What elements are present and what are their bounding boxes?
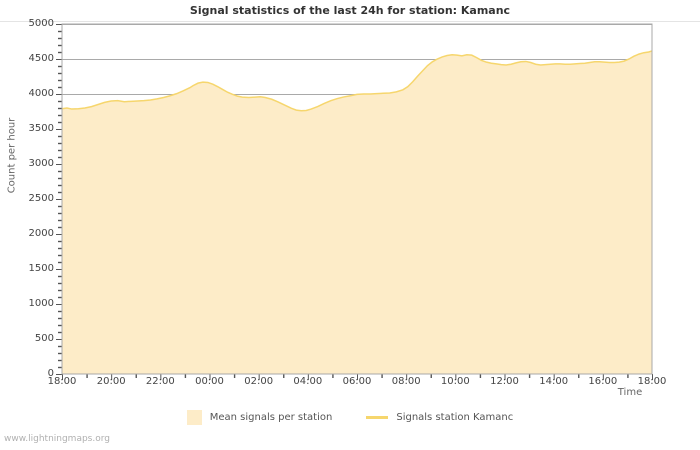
y-tick-label: 0	[47, 368, 54, 379]
x-tick-label: 02:00	[244, 376, 274, 387]
x-tick-label: 08:00	[391, 376, 421, 387]
y-tick-label: 1000	[28, 298, 54, 309]
x-tick-label: 22:00	[145, 376, 175, 387]
y-tick-label: 5000	[28, 18, 54, 29]
y-tick-label: 3500	[28, 123, 54, 134]
y-tick-label: 3000	[28, 158, 54, 169]
x-tick-label: 12:00	[490, 376, 519, 387]
line-swatch-icon	[366, 416, 389, 419]
title-divider	[0, 21, 700, 22]
y-tick-label: 2500	[28, 193, 54, 204]
legend-item-station-signals[interactable]: Signals station Kamanc	[366, 412, 513, 423]
x-tick-label: 14:00	[539, 376, 569, 387]
x-tick-label: 18:00	[47, 376, 77, 387]
y-tick-label: 4500	[28, 53, 54, 64]
x-axis-ticks	[62, 374, 653, 380]
x-tick-label: 06:00	[342, 376, 372, 387]
site-watermark: www.lightningmaps.org	[4, 434, 110, 444]
x-tick-label: 20:00	[96, 376, 126, 387]
chart-legend: Mean signals per station Signals station…	[0, 410, 700, 425]
x-tick-label: 04:00	[293, 376, 323, 387]
signals-area-fill	[62, 50, 652, 374]
minor-ticks	[58, 30, 62, 369]
legend-label-mean-signals: Mean signals per station	[209, 412, 333, 423]
x-tick-label: 16:00	[588, 376, 618, 387]
y-tick-label: 1500	[28, 263, 54, 274]
major-ticks	[56, 24, 62, 375]
y-tick-label: 4000	[28, 88, 54, 99]
legend-item-mean-signals[interactable]: Mean signals per station	[186, 410, 333, 425]
chart-title: Signal statistics of the last 24h for st…	[189, 4, 511, 17]
x-axis-label: Time	[617, 387, 643, 398]
x-tick-label: 10:00	[440, 376, 470, 387]
signals-line	[61, 50, 653, 112]
x-tick-label: 00:00	[195, 376, 224, 387]
legend-label-station-signals: Signals station Kamanc	[396, 412, 514, 423]
y-tick-label: 2000	[28, 228, 54, 239]
plot-frame	[61, 23, 653, 375]
area-swatch-icon	[186, 410, 202, 425]
x-tick-label: 18:00	[637, 376, 667, 387]
y-tick-label: 500	[34, 333, 54, 344]
